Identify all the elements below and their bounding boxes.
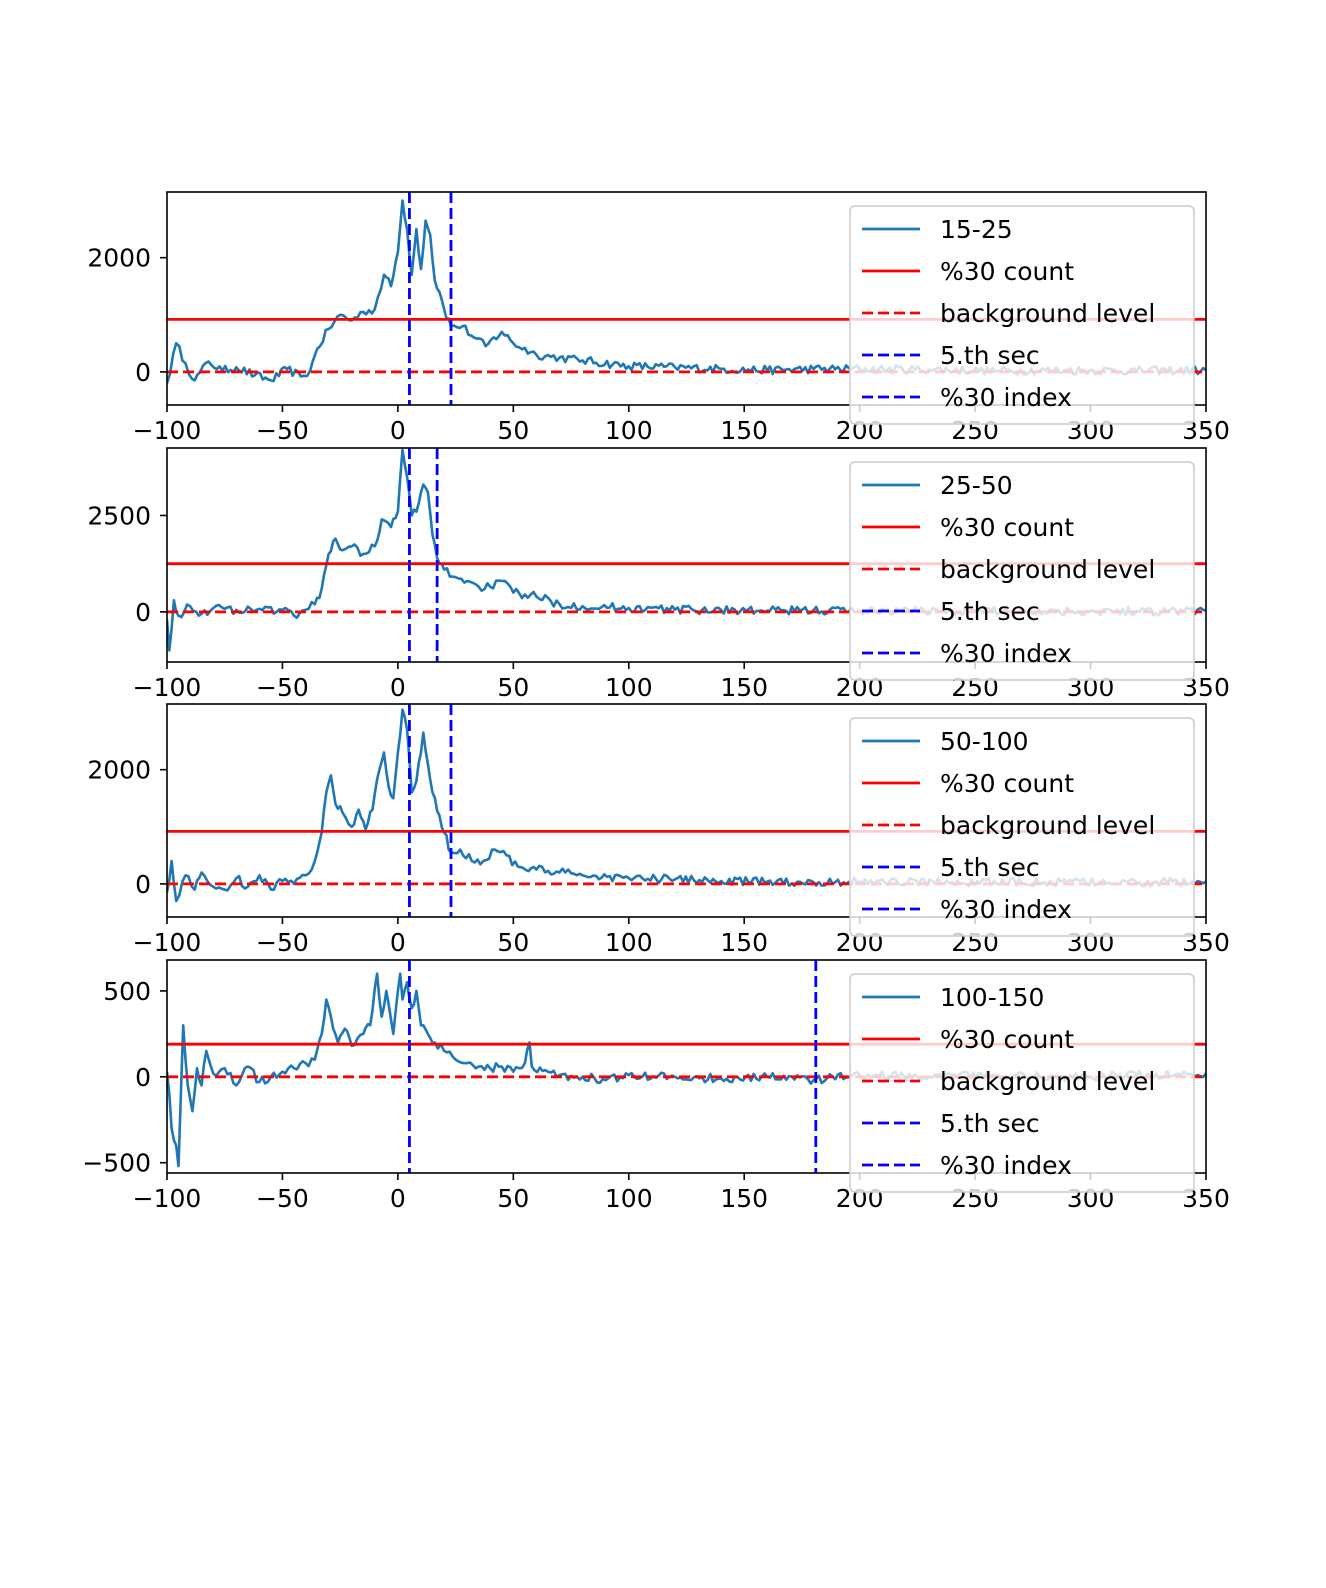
legend-label: %30 count <box>940 513 1074 542</box>
legend: 100-150 %30 count background level 5.th sec… <box>849 973 1195 1193</box>
y-tick-label: 0 <box>135 358 151 387</box>
legend-label: 25-50 <box>940 471 1013 500</box>
x-tick-label: −100 <box>133 928 202 957</box>
legend-frame <box>849 205 1195 425</box>
legend-label: %30 count <box>940 257 1074 286</box>
legend-label: background level <box>940 299 1155 328</box>
legend: 50-100 %30 count background level 5.th sec%… <box>849 717 1195 937</box>
x-tick-label: 150 <box>720 416 768 445</box>
x-tick-label: 150 <box>720 673 768 702</box>
subplot-2: −100 −50 0 50 100 150 200 250 300 3500250025-50%3… <box>87 447 1230 702</box>
x-tick-label: 100 <box>605 928 653 957</box>
legend-label: background level <box>940 555 1155 584</box>
x-tick-label: −50 <box>256 416 309 445</box>
x-tick-label: 100 <box>605 416 653 445</box>
legend-label: %30 count <box>940 769 1074 798</box>
x-tick-label: −100 <box>133 416 202 445</box>
x-tick-label: 150 <box>720 1184 768 1213</box>
legend-label: %30 index <box>940 383 1072 412</box>
y-tick-label: 2000 <box>87 756 151 785</box>
x-tick-label: −50 <box>256 673 309 702</box>
x-tick-label: 0 <box>390 416 406 445</box>
legend-label: %30 index <box>940 895 1072 924</box>
x-tick-label: 50 <box>497 416 529 445</box>
x-tick-label: 50 <box>497 1184 529 1213</box>
axes-frame <box>166 447 1207 663</box>
y-tick-label: 2000 <box>87 244 151 273</box>
y-tick-label: 500 <box>103 977 151 1006</box>
x-tick-label: 100 <box>605 673 653 702</box>
x-tick-label: −100 <box>133 1184 202 1213</box>
x-tick-label: 50 <box>497 928 529 957</box>
subplot-3: −100 −50 0 50 100 150 200 250 300 3500200050-100%… <box>87 703 1230 957</box>
subplot-1: −100 −50 0 50 100 150 200 250 300 3500200015-25%3… <box>87 191 1230 445</box>
y-tick-label: 0 <box>135 1063 151 1092</box>
legend-label: 5.th sec <box>940 341 1040 370</box>
x-tick-label: −100 <box>133 673 202 702</box>
axes-frame <box>166 703 1207 918</box>
axes-frame <box>166 191 1207 406</box>
legend-label: 100-150 <box>940 983 1044 1012</box>
legend-label: background level <box>940 811 1155 840</box>
legend-label: 50-100 <box>940 727 1029 756</box>
legend-label: %30 count <box>940 1025 1074 1054</box>
y-tick-label: 0 <box>135 870 151 899</box>
x-tick-label: 0 <box>390 673 406 702</box>
x-tick-label: −50 <box>256 1184 309 1213</box>
legend-label: %30 index <box>940 639 1072 668</box>
legend-label: background level <box>940 1067 1155 1096</box>
legend: 25-50 %30 count background level 5.th sec %3… <box>849 461 1195 681</box>
legend-label: 15-25 <box>940 215 1013 244</box>
x-tick-label: 0 <box>390 1184 406 1213</box>
x-tick-label: 100 <box>605 1184 653 1213</box>
y-tick-label: 0 <box>135 598 151 627</box>
x-tick-label: 50 <box>497 673 529 702</box>
y-tick-label: −500 <box>82 1149 151 1178</box>
x-tick-label: 0 <box>390 928 406 957</box>
legend-label: %30 index <box>940 1151 1072 1180</box>
legend-label: 5.th sec <box>940 597 1040 626</box>
y-tick-label: 2500 <box>87 501 151 530</box>
legend: 15-25 %30 count background level 5.th sec %3… <box>849 205 1195 425</box>
legend-label: 5.th sec <box>940 1109 1040 1138</box>
legend-frame <box>849 461 1195 681</box>
x-tick-label: −50 <box>256 928 309 957</box>
legend-label: 5.th sec <box>940 853 1040 882</box>
axes-frame <box>166 959 1207 1174</box>
x-tick-label: 150 <box>720 928 768 957</box>
legend-frame <box>849 973 1195 1193</box>
legend-frame <box>849 717 1195 937</box>
